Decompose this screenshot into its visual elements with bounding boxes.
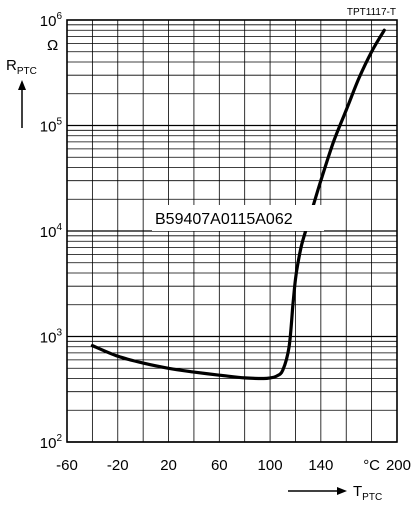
y-tick-base: 10 [40,330,57,347]
y-tick-label: 106 [40,11,63,30]
document-id: TPT1117-T [347,7,396,18]
x-axis-label: TPTC [353,483,382,503]
y-tick-label: 105 [40,117,63,136]
y-axis-unit: Ω [47,37,58,54]
series-line [90,28,386,381]
series-label: B59407A0115A062 [155,211,293,228]
y-tick-base: 10 [40,119,57,136]
labels: TPT1117-T RPTC Ω TPTC B59407A0115A062 10… [6,7,411,503]
y-tick-exponent: 3 [56,328,62,339]
x-axis-arrow [288,487,347,495]
x-tick-label: 60 [211,457,228,474]
x-axis-symbol: T [353,483,362,500]
y-tick-exponent: 5 [56,117,62,128]
curves [90,28,386,381]
x-tick-label: 200 [386,457,411,474]
y-tick-label: 104 [40,222,63,241]
y-tick-exponent: 4 [56,222,62,233]
x-tick-label: -20 [107,457,129,474]
y-tick-label: 103 [40,328,63,347]
y-tick-base: 10 [40,435,57,452]
x-axis-subscript: PTC [362,492,382,503]
y-tick-label: 102 [40,433,63,452]
y-axis-label: RPTC [6,57,37,77]
y-tick-exponent: 2 [56,433,62,444]
y-axis-symbol: R [6,57,17,74]
plot-frame [66,19,398,443]
y-tick-exponent: 6 [56,11,62,22]
x-tick-label: 140 [308,457,333,474]
x-axis-unit: °C [363,457,380,474]
x-tick-label: -60 [56,457,78,474]
x-tick-label: 20 [160,457,177,474]
y-axis-subscript: PTC [17,66,37,77]
series-label-bg [152,205,324,231]
y-tick-base: 10 [40,13,57,30]
x-tick-label: 100 [258,457,283,474]
y-axis-arrow [18,80,26,128]
y-tick-base: 10 [40,224,57,241]
